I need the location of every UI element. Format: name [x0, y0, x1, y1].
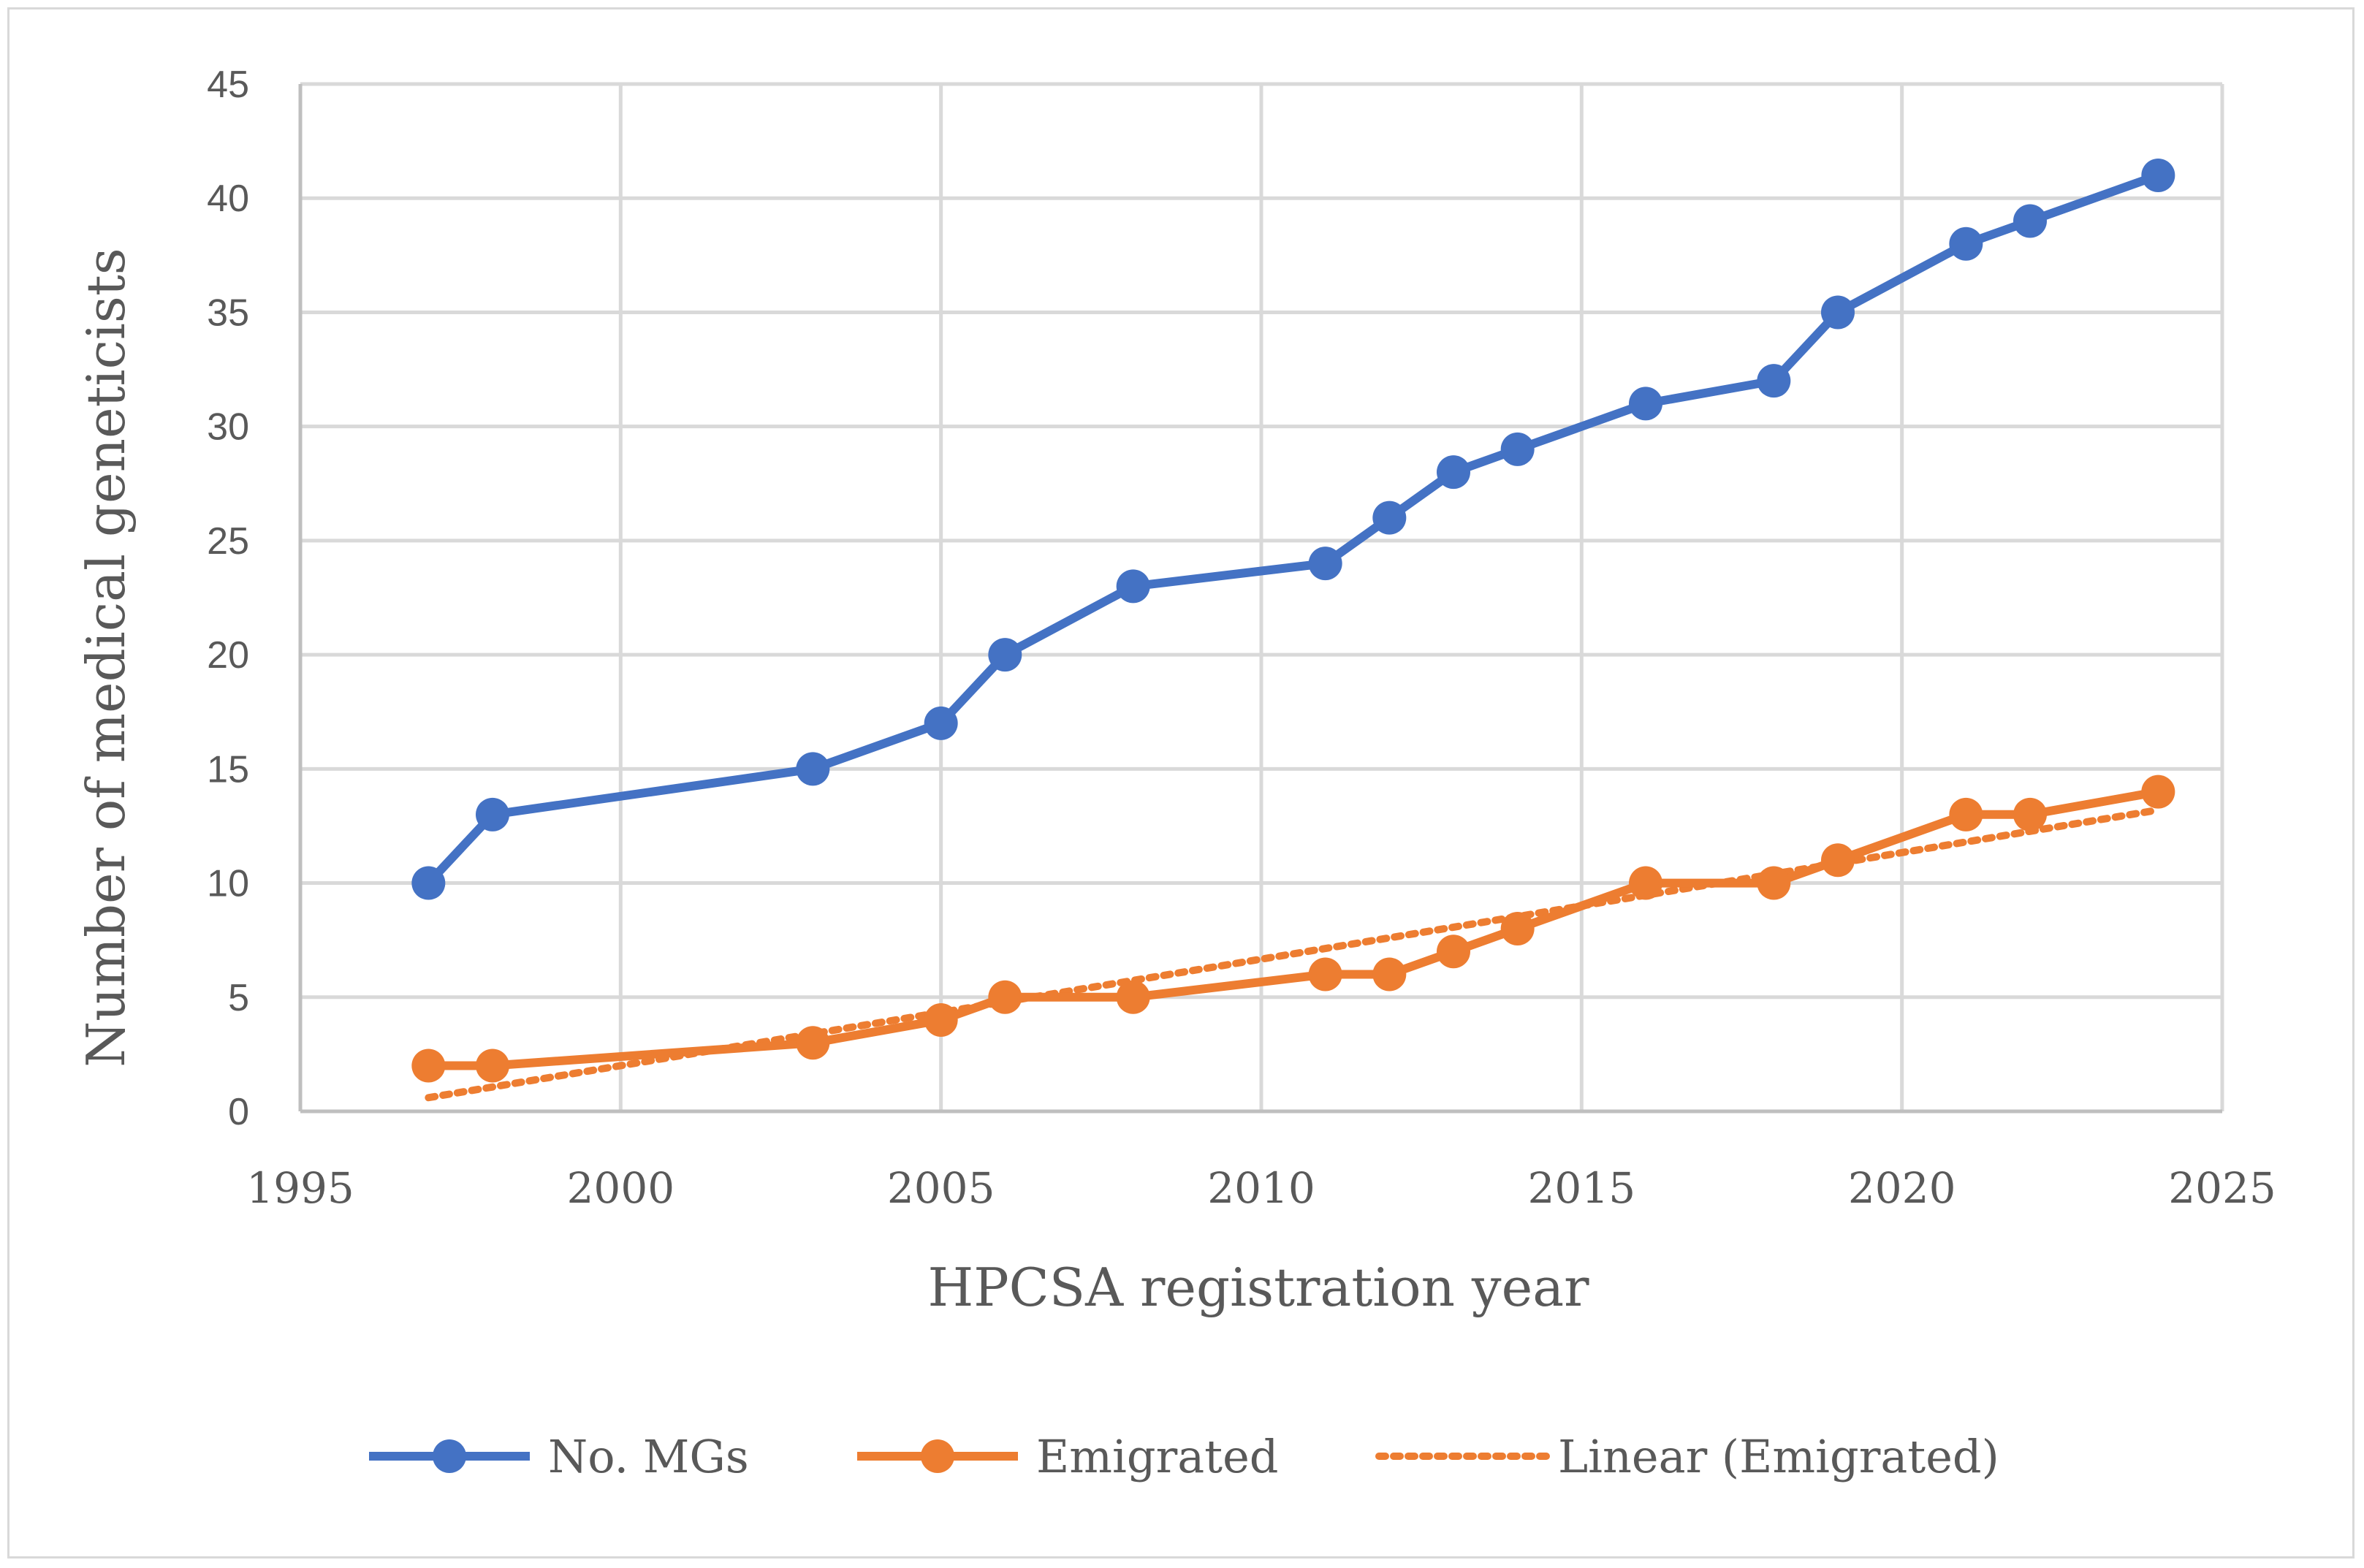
data-point-emigrated [1949, 797, 1983, 831]
data-point-emigrated [1372, 957, 1407, 992]
y-axis-title: Number of medical geneticists [75, 248, 137, 1067]
data-point-no-mgs [1757, 364, 1791, 398]
data-point-emigrated [2141, 775, 2175, 809]
y-tick-label: 20 [207, 634, 249, 677]
data-point-emigrated [476, 1048, 509, 1083]
data-point-no-mgs [1821, 295, 1855, 330]
data-point-no-mgs [1372, 501, 1407, 535]
y-tick-label: 45 [207, 64, 249, 106]
x-tick-label: 1995 [246, 1163, 354, 1213]
y-tick-label: 30 [207, 406, 249, 449]
chart-frame [7, 7, 2355, 1559]
x-tick-label: 2010 [1207, 1163, 1315, 1213]
series-lines [424, 171, 2163, 1102]
series-line-emigrated [424, 787, 2163, 1070]
y-tick-label: 25 [207, 520, 249, 563]
data-point-emigrated [1308, 957, 1342, 992]
x-tick-label: 2000 [567, 1163, 675, 1213]
legend-label-linear-emigrated: Linear (Emigrated) [1558, 1430, 1999, 1483]
legend: No. MGs Emigrated Linear (Emigrated) [369, 1430, 1999, 1483]
data-point-no-mgs [1116, 569, 1150, 604]
legend-marker-no-mgs [433, 1439, 466, 1473]
data-point-emigrated [1757, 866, 1791, 900]
y-tick-label: 15 [207, 748, 249, 791]
legend-label-no-mgs: No. MGs [548, 1430, 749, 1483]
data-point-no-mgs [1500, 432, 1535, 466]
data-point-no-mgs [1437, 455, 1470, 490]
data-point-no-mgs [411, 866, 446, 900]
data-point-emigrated [1629, 866, 1662, 900]
data-point-no-mgs [1629, 387, 1662, 421]
data-point-emigrated [411, 1048, 446, 1083]
data-point-emigrated [1437, 935, 1470, 969]
legend-label-emigrated: Emigrated [1036, 1430, 1278, 1483]
data-point-no-mgs [2141, 158, 2175, 192]
x-axis-title: HPCSA registration year [927, 1257, 1589, 1318]
data-point-no-mgs [2013, 204, 2047, 238]
data-point-no-mgs [476, 797, 509, 831]
y-tick-label: 5 [228, 977, 249, 1019]
data-point-emigrated [1500, 912, 1535, 946]
x-tick-label: 2020 [1848, 1163, 1956, 1213]
y-tick-label: 10 [207, 863, 249, 905]
data-point-emigrated [924, 1003, 958, 1038]
data-point-no-mgs [988, 638, 1022, 672]
y-tick-label: 35 [207, 292, 249, 334]
data-point-emigrated [1821, 843, 1855, 878]
x-tick-label: 2015 [1528, 1163, 1636, 1213]
data-markers [411, 158, 2175, 1083]
data-point-no-mgs [796, 752, 830, 786]
y-tick-label: 0 [228, 1091, 249, 1133]
data-point-no-mgs [924, 706, 958, 740]
data-point-no-mgs [1308, 547, 1342, 581]
legend-marker-emigrated [921, 1439, 954, 1473]
y-tick-label: 40 [207, 178, 249, 220]
data-point-emigrated [796, 1026, 830, 1060]
axes [298, 84, 2222, 1114]
data-point-no-mgs [1949, 227, 1983, 261]
x-tick-label: 2005 [887, 1163, 995, 1213]
series-line-no-mgs [424, 171, 2163, 888]
data-point-emigrated [988, 980, 1022, 1014]
data-point-emigrated [2013, 797, 2047, 831]
data-point-emigrated [1116, 980, 1150, 1014]
x-tick-label: 2025 [2168, 1163, 2276, 1213]
grid-lines [300, 82, 2224, 1111]
